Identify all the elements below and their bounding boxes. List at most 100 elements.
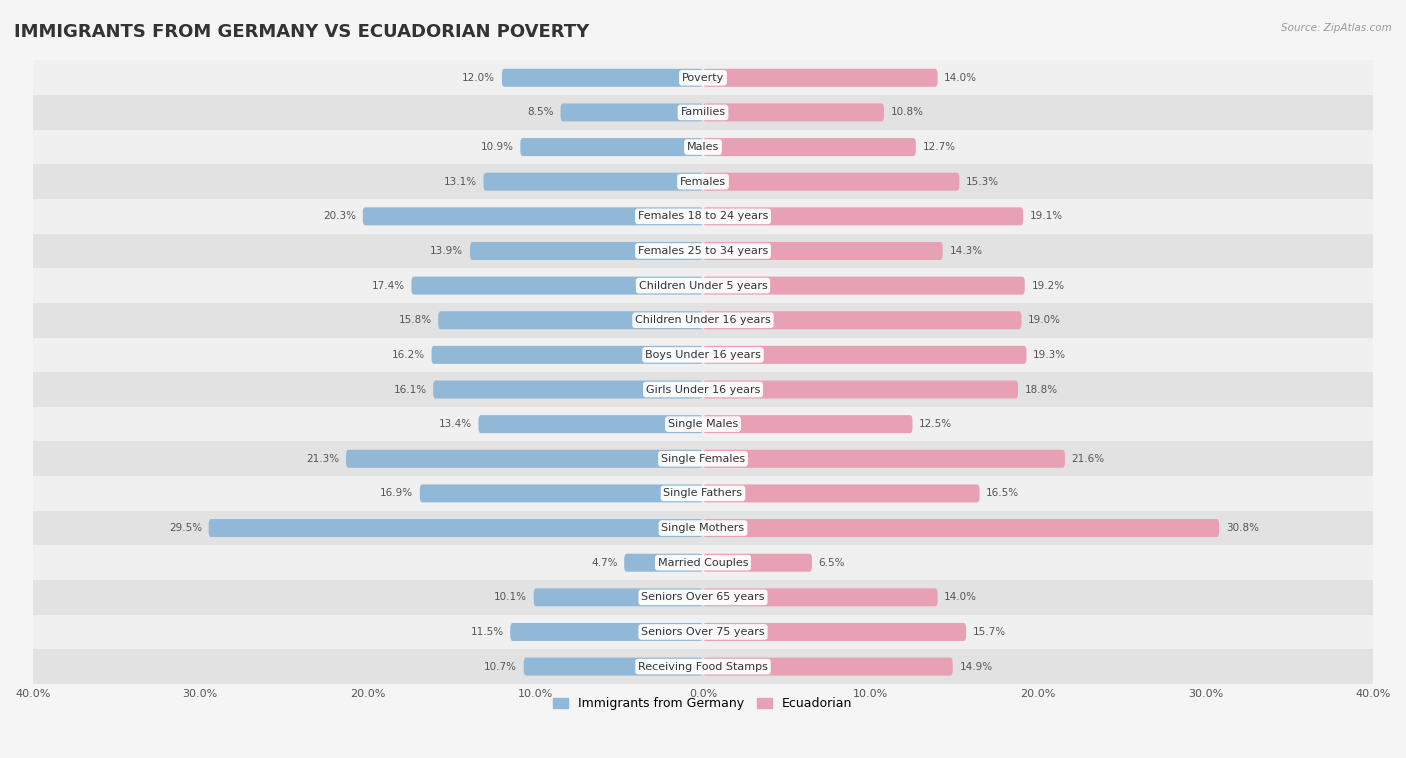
Bar xyxy=(32,407,1374,441)
Bar xyxy=(32,164,1374,199)
FancyBboxPatch shape xyxy=(363,208,703,225)
FancyBboxPatch shape xyxy=(703,208,1024,225)
Text: Children Under 16 years: Children Under 16 years xyxy=(636,315,770,325)
Text: 14.0%: 14.0% xyxy=(945,592,977,603)
Bar xyxy=(32,199,1374,233)
Text: 17.4%: 17.4% xyxy=(371,280,405,290)
FancyBboxPatch shape xyxy=(703,103,884,121)
Text: 10.1%: 10.1% xyxy=(494,592,527,603)
FancyBboxPatch shape xyxy=(346,449,703,468)
FancyBboxPatch shape xyxy=(703,138,915,156)
Bar xyxy=(32,511,1374,545)
FancyBboxPatch shape xyxy=(703,415,912,433)
Bar xyxy=(32,476,1374,511)
Text: 12.7%: 12.7% xyxy=(922,142,956,152)
Text: 13.1%: 13.1% xyxy=(444,177,477,186)
Text: 19.1%: 19.1% xyxy=(1029,211,1063,221)
FancyBboxPatch shape xyxy=(703,588,938,606)
Text: Males: Males xyxy=(688,142,718,152)
Text: 12.5%: 12.5% xyxy=(920,419,952,429)
Text: IMMIGRANTS FROM GERMANY VS ECUADORIAN POVERTY: IMMIGRANTS FROM GERMANY VS ECUADORIAN PO… xyxy=(14,23,589,41)
Text: 19.0%: 19.0% xyxy=(1028,315,1062,325)
Text: 15.7%: 15.7% xyxy=(973,627,1005,637)
FancyBboxPatch shape xyxy=(478,415,703,433)
FancyBboxPatch shape xyxy=(703,553,811,572)
Text: 21.6%: 21.6% xyxy=(1071,454,1105,464)
Bar xyxy=(32,580,1374,615)
Bar xyxy=(32,650,1374,684)
FancyBboxPatch shape xyxy=(439,312,703,329)
Bar xyxy=(32,130,1374,164)
Text: 16.1%: 16.1% xyxy=(394,384,426,394)
Text: 4.7%: 4.7% xyxy=(591,558,617,568)
FancyBboxPatch shape xyxy=(703,381,1018,399)
FancyBboxPatch shape xyxy=(703,69,938,87)
Text: 11.5%: 11.5% xyxy=(471,627,503,637)
FancyBboxPatch shape xyxy=(703,623,966,641)
FancyBboxPatch shape xyxy=(484,173,703,191)
FancyBboxPatch shape xyxy=(624,553,703,572)
Text: 8.5%: 8.5% xyxy=(527,108,554,117)
FancyBboxPatch shape xyxy=(502,69,703,87)
Text: Single Males: Single Males xyxy=(668,419,738,429)
Text: 10.8%: 10.8% xyxy=(890,108,924,117)
FancyBboxPatch shape xyxy=(510,623,703,641)
Text: 21.3%: 21.3% xyxy=(307,454,339,464)
FancyBboxPatch shape xyxy=(703,519,1219,537)
Text: 14.3%: 14.3% xyxy=(949,246,983,256)
Text: Seniors Over 65 years: Seniors Over 65 years xyxy=(641,592,765,603)
Text: Married Couples: Married Couples xyxy=(658,558,748,568)
Bar xyxy=(32,545,1374,580)
Text: Source: ZipAtlas.com: Source: ZipAtlas.com xyxy=(1281,23,1392,33)
FancyBboxPatch shape xyxy=(433,381,703,399)
Text: 15.8%: 15.8% xyxy=(398,315,432,325)
Text: 30.8%: 30.8% xyxy=(1226,523,1258,533)
Text: 10.7%: 10.7% xyxy=(484,662,517,672)
Text: 29.5%: 29.5% xyxy=(169,523,202,533)
Bar xyxy=(32,372,1374,407)
Text: Single Mothers: Single Mothers xyxy=(661,523,745,533)
Bar xyxy=(32,95,1374,130)
Bar xyxy=(32,268,1374,303)
Text: 13.9%: 13.9% xyxy=(430,246,464,256)
FancyBboxPatch shape xyxy=(703,242,942,260)
Text: 19.3%: 19.3% xyxy=(1033,350,1066,360)
FancyBboxPatch shape xyxy=(208,519,703,537)
Bar xyxy=(32,337,1374,372)
FancyBboxPatch shape xyxy=(420,484,703,503)
FancyBboxPatch shape xyxy=(561,103,703,121)
Text: Single Fathers: Single Fathers xyxy=(664,488,742,499)
Text: 6.5%: 6.5% xyxy=(818,558,845,568)
FancyBboxPatch shape xyxy=(703,173,959,191)
FancyBboxPatch shape xyxy=(703,484,980,503)
Text: 19.2%: 19.2% xyxy=(1032,280,1064,290)
Bar xyxy=(32,61,1374,95)
Text: Children Under 5 years: Children Under 5 years xyxy=(638,280,768,290)
FancyBboxPatch shape xyxy=(703,449,1064,468)
FancyBboxPatch shape xyxy=(703,312,1021,329)
FancyBboxPatch shape xyxy=(703,277,1025,295)
FancyBboxPatch shape xyxy=(412,277,703,295)
FancyBboxPatch shape xyxy=(534,588,703,606)
Legend: Immigrants from Germany, Ecuadorian: Immigrants from Germany, Ecuadorian xyxy=(548,692,858,715)
Text: Seniors Over 75 years: Seniors Over 75 years xyxy=(641,627,765,637)
Text: Single Females: Single Females xyxy=(661,454,745,464)
Bar xyxy=(32,615,1374,650)
Text: Receiving Food Stamps: Receiving Food Stamps xyxy=(638,662,768,672)
Text: Families: Families xyxy=(681,108,725,117)
Text: 16.9%: 16.9% xyxy=(380,488,413,499)
Bar xyxy=(32,303,1374,337)
Text: 20.3%: 20.3% xyxy=(323,211,356,221)
FancyBboxPatch shape xyxy=(470,242,703,260)
Text: 16.2%: 16.2% xyxy=(392,350,425,360)
Bar xyxy=(32,233,1374,268)
Text: 16.5%: 16.5% xyxy=(986,488,1019,499)
FancyBboxPatch shape xyxy=(703,658,953,675)
Text: Females 18 to 24 years: Females 18 to 24 years xyxy=(638,211,768,221)
FancyBboxPatch shape xyxy=(523,658,703,675)
Text: 18.8%: 18.8% xyxy=(1025,384,1057,394)
Text: Females: Females xyxy=(681,177,725,186)
Text: Poverty: Poverty xyxy=(682,73,724,83)
Text: 15.3%: 15.3% xyxy=(966,177,1000,186)
Text: 14.0%: 14.0% xyxy=(945,73,977,83)
